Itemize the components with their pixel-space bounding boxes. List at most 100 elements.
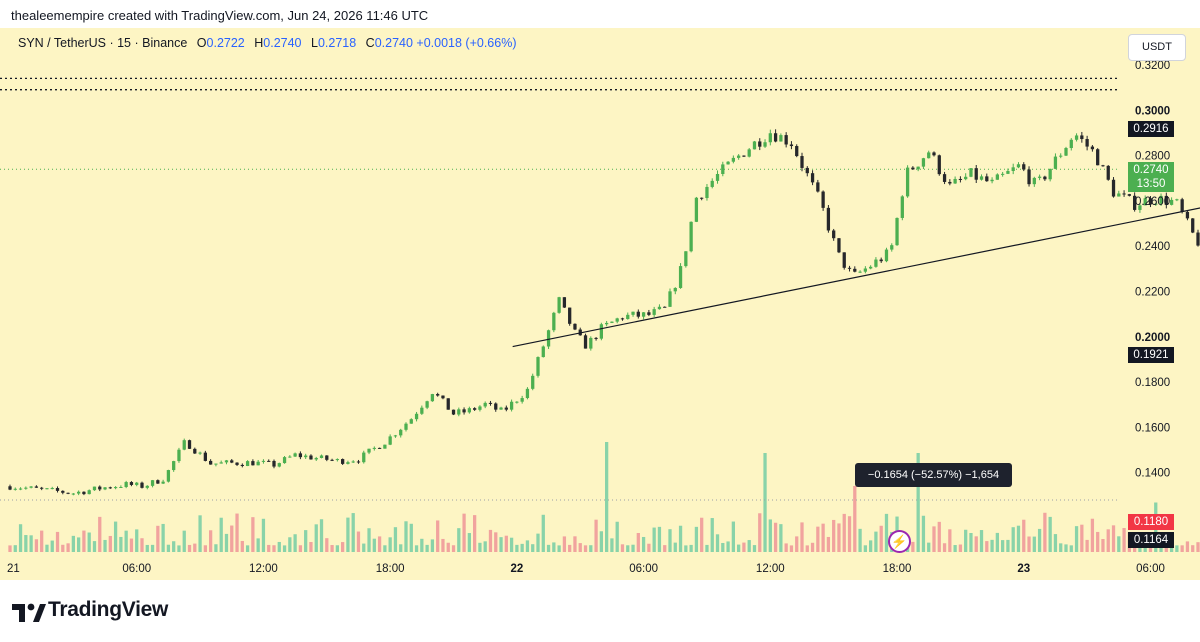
candle-body [372,447,376,449]
volume-bar [55,531,60,552]
candle-body [1169,199,1174,205]
y-tick-label: 0.2800 [1135,151,1170,163]
volume-bar [1032,536,1036,552]
symbol-legend: SYN / TetherUS · 15 · Binance O0.2722 H0… [18,36,516,50]
volume-bar [879,525,883,552]
price-chart[interactable]: 0.3200 0.3000 0.2800 0.2600 0.2400 0.2200 0.20… [0,28,1200,580]
chart-area[interactable]: 0.3200 0.3000 0.2800 0.2600 0.2400 0.2200 0.20… [0,28,1200,580]
volume-bar [605,442,609,552]
candle-body [752,141,757,150]
candle-body [1154,203,1158,205]
volume-bar [594,519,598,552]
candle-body [92,486,97,491]
volume-bar [552,542,556,552]
candle-body [921,158,926,167]
volume-bar [177,545,181,552]
upper-level-price-tag: 0.2916 [1128,121,1174,137]
candle-body [124,482,128,488]
candle-body [172,461,176,471]
candle-body [1191,218,1195,233]
volume-bar [441,538,445,552]
candle-body [1069,139,1073,149]
high-value: 0.2740 [263,36,302,50]
candle-body [531,375,535,389]
candle-body [895,217,899,246]
volume-bar [541,514,545,552]
price-axis[interactable]: 0.3200 0.3000 0.2800 0.2600 0.2400 0.2200 0.20… [1135,60,1170,480]
candle-body [182,440,186,450]
volume-bar [288,537,292,552]
candle-body [974,168,978,180]
candle-body [177,449,181,462]
candle-body [1090,146,1095,150]
volume-bar [1101,539,1105,552]
candle-body [958,178,963,180]
volume-bar [219,517,223,552]
candle-body [1059,155,1063,157]
currency-button[interactable]: USDT [1128,34,1186,61]
x-tick-label: 06:00 [122,563,151,575]
lightning-icon[interactable]: ⚡ [888,530,911,553]
candle-body [209,460,213,465]
candle-body [309,455,313,460]
open-label: O [196,36,207,50]
candle-body [942,174,947,182]
candle-body [742,155,746,157]
candle-body [557,297,561,313]
candle-body [293,453,297,457]
trendline[interactable] [512,132,1200,348]
volume-bar [583,545,588,552]
candle-body [641,312,646,317]
candle-body [816,182,820,192]
volume-bar [531,544,535,552]
volume-bar [351,513,355,552]
candle-body [325,455,329,460]
volume-bar [869,540,873,552]
volume-bar [668,529,672,552]
high-label: H [254,36,264,50]
volume-bar [77,537,81,552]
volume-bar [620,544,625,552]
candle-body [404,423,408,430]
volume-bar [520,543,524,552]
volume-bar [700,517,704,552]
x-tick-label: 18:00 [376,563,405,575]
candle-body [420,407,424,414]
volume-bar [1022,519,1026,552]
volume-bar [24,535,28,552]
volume-bar [663,545,667,552]
volume-bar [758,513,762,552]
time-axis[interactable]: 21 06:00 12:00 18:00 22 06:00 12:00 18:00 23 06:0… [7,563,1200,575]
tradingview-brand[interactable]: TradingView [48,598,169,621]
candle-body [214,463,218,465]
candle-body [884,249,889,262]
candle-body [346,462,350,464]
volume-bar [34,539,39,552]
volume-bar [1064,544,1068,552]
candle-body [673,287,677,292]
candle-body [879,259,883,262]
volume-bar [98,516,102,552]
y-tick-label: 0.2400 [1135,241,1170,253]
candle-body [230,460,234,463]
volume-bar [652,527,656,552]
candle-body [451,409,456,415]
volume-bar [1069,545,1073,552]
candle-body [700,197,704,199]
volume-bar [209,530,213,552]
volume-bar [795,536,799,552]
candle-body [1043,176,1047,180]
candle-body [853,268,857,272]
candle-body [77,491,81,494]
volume-bar [82,530,86,552]
symbol-label[interactable]: SYN / TetherUS · 15 · Binance [18,36,188,50]
candle-body [668,291,672,307]
candle-body [509,401,514,410]
candle-body [235,462,239,465]
candle-body [1180,199,1184,212]
candle-body [1111,179,1116,197]
candle-body [1064,148,1068,156]
volume-bar [182,530,186,552]
candle-body [383,444,387,449]
candle-body [1148,198,1153,205]
